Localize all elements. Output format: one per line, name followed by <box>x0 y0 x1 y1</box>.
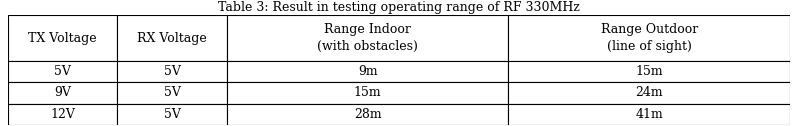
Bar <box>508 82 790 104</box>
Bar <box>117 104 227 125</box>
Bar <box>8 15 117 61</box>
Text: 15m: 15m <box>354 86 381 99</box>
Text: Range Outdoor
(line of sight): Range Outdoor (line of sight) <box>601 23 698 53</box>
Text: 5V: 5V <box>54 65 71 78</box>
Text: 12V: 12V <box>50 108 75 121</box>
Bar <box>117 82 227 104</box>
Bar <box>227 15 508 61</box>
Text: 5V: 5V <box>164 108 180 121</box>
Text: 9m: 9m <box>358 65 377 78</box>
Bar <box>508 15 790 61</box>
Text: 9V: 9V <box>54 86 71 99</box>
Bar <box>8 104 117 125</box>
Text: Range Indoor
(with obstacles): Range Indoor (with obstacles) <box>318 23 418 53</box>
Bar <box>8 82 117 104</box>
Bar <box>117 61 227 82</box>
Bar <box>8 61 117 82</box>
Text: 24m: 24m <box>635 86 663 99</box>
Text: 5V: 5V <box>164 86 180 99</box>
Bar <box>508 104 790 125</box>
Text: 28m: 28m <box>354 108 381 121</box>
Text: 41m: 41m <box>635 108 663 121</box>
Text: 15m: 15m <box>635 65 663 78</box>
Text: TX Voltage: TX Voltage <box>29 32 97 45</box>
Text: RX Voltage: RX Voltage <box>137 32 207 45</box>
Bar <box>227 82 508 104</box>
Bar <box>508 61 790 82</box>
Bar <box>117 15 227 61</box>
Bar <box>227 61 508 82</box>
Text: Table 3: Result in testing operating range of RF 330MHz: Table 3: Result in testing operating ran… <box>218 1 580 14</box>
Text: 5V: 5V <box>164 65 180 78</box>
Bar <box>227 104 508 125</box>
